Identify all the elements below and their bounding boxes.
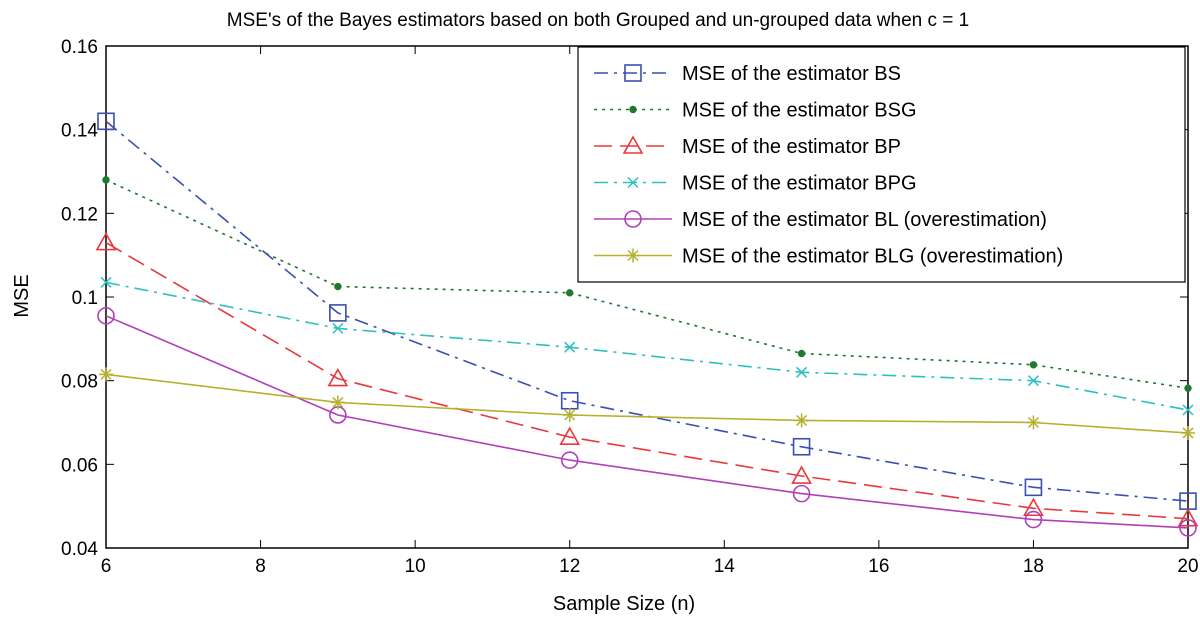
- x-tick-label: 12: [559, 556, 580, 577]
- data-point-series-2: [1029, 361, 1038, 369]
- legend-item-2: MSE of the estimator BSG: [594, 100, 917, 122]
- y-tick-label: 0.08: [61, 372, 98, 393]
- legend-item-1: MSE of the estimator BS: [594, 63, 901, 85]
- data-point-series-6: [562, 407, 577, 422]
- legend-label: MSE of the estimator BPG: [682, 173, 917, 195]
- x-tick-label: 8: [255, 556, 266, 577]
- x-tick-label: 10: [405, 556, 426, 577]
- y-tick-label: 0.06: [61, 455, 98, 476]
- data-point-series-2: [334, 282, 342, 291]
- data-point-series-4: [100, 276, 112, 288]
- y-tick-label: 0.12: [61, 204, 98, 225]
- data-point-series-6: [1181, 425, 1195, 440]
- data-point-series-5: [97, 307, 115, 325]
- legend-item-3: MSE of the estimator BP: [594, 135, 901, 158]
- y-tick-label: 0.1: [72, 288, 98, 309]
- legend-label: MSE of the estimator BLG (overestimation…: [682, 246, 1063, 268]
- series-line-1: [105, 120, 1189, 502]
- data-point-series-1: [1024, 478, 1043, 497]
- data-point-series-3: [1023, 497, 1044, 517]
- data-point-series-6: [99, 367, 113, 382]
- series-line-2: [105, 179, 1189, 389]
- data-point-series-6: [1026, 415, 1041, 430]
- legend-box: [577, 46, 1186, 283]
- data-point-series-4: [1027, 375, 1039, 387]
- data-point-series-1: [792, 437, 811, 456]
- data-point-series-1: [329, 304, 347, 322]
- legend-label: MSE of the estimator BS: [682, 63, 901, 85]
- legend-marker: [626, 248, 640, 263]
- data-point-series-5: [560, 451, 579, 469]
- x-axis-label: Sample Size (n): [553, 593, 695, 615]
- legend-label: MSE of the estimator BSG: [682, 100, 917, 122]
- series-line-3: [105, 241, 1189, 520]
- series-line-4: [105, 281, 1189, 411]
- data-point-series-3: [1177, 508, 1199, 527]
- legend-item-4: MSE of the estimator BPG: [594, 173, 917, 195]
- x-tick-label: 6: [101, 556, 112, 577]
- x-tick-label: 14: [714, 556, 736, 577]
- data-point-series-3: [327, 367, 349, 387]
- data-point-series-4: [332, 322, 344, 334]
- data-point-series-2: [1184, 384, 1192, 392]
- series-line-6: [105, 373, 1189, 434]
- y-tick-label: 0.16: [61, 37, 98, 58]
- legend-marker: [624, 210, 642, 228]
- data-point-series-2: [797, 349, 806, 358]
- legend-marker: [622, 135, 644, 154]
- chart-title: MSE's of the Bayes estimators based on b…: [227, 10, 969, 31]
- legend: MSE of the estimator BS MSE of the estima…: [577, 46, 1186, 283]
- legend-item-5: MSE of the estimator BL (overestimation): [594, 209, 1047, 231]
- data-point-series-3: [95, 231, 117, 251]
- legend-marker: [629, 105, 637, 114]
- data-point-series-4: [564, 341, 576, 353]
- data-point-series-4: [796, 366, 808, 378]
- y-tick-label: 0.14: [61, 121, 98, 142]
- data-point-series-1: [97, 112, 115, 131]
- data-point-series-2: [102, 176, 110, 184]
- data-point-series-6: [794, 413, 809, 428]
- data-point-series-5: [1179, 519, 1197, 537]
- data-point-series-5: [792, 484, 811, 503]
- data-point-series-3: [559, 426, 581, 445]
- legend-item-6: MSE of the estimator BLG (overestimation…: [594, 246, 1063, 268]
- legend-label: MSE of the estimator BL (overestimation): [682, 209, 1047, 231]
- x-tick-label: 20: [1177, 556, 1198, 577]
- data-point-series-4: [1182, 404, 1194, 416]
- data-point-series-6: [330, 395, 345, 410]
- legend-marker: [627, 176, 639, 189]
- y-axis-label: MSE: [11, 274, 33, 317]
- x-tick-label: 16: [868, 556, 889, 577]
- y-tick-label: 0.04: [61, 539, 98, 560]
- data-point-series-2: [566, 289, 574, 297]
- x-tick-label: 18: [1023, 556, 1044, 577]
- data-point-series-3: [791, 465, 812, 484]
- data-point-series-5: [1024, 510, 1043, 529]
- legend-label: MSE of the estimator BP: [682, 136, 901, 158]
- legend-marker: [624, 64, 642, 82]
